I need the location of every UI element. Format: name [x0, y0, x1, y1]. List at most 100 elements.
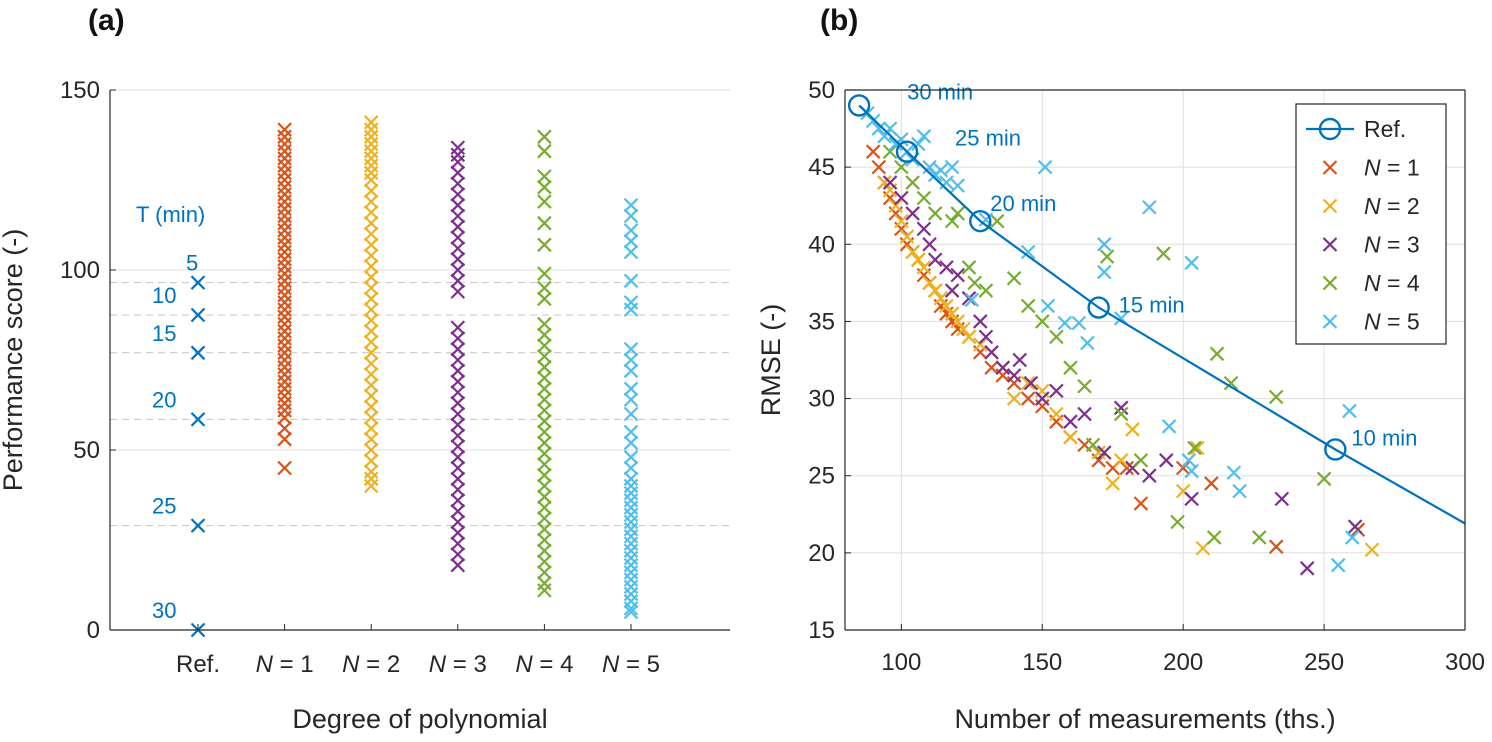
series-marker — [1012, 352, 1028, 368]
series-marker — [537, 129, 552, 145]
series-marker — [450, 493, 466, 508]
series-marker — [882, 121, 898, 136]
series-marker — [450, 449, 466, 465]
series-marker — [450, 197, 466, 213]
panel-a-y-axis-title: Performance score (-) — [0, 229, 28, 492]
series-marker — [1113, 406, 1129, 422]
series-marker — [899, 229, 915, 244]
series-marker — [537, 291, 552, 307]
series-marker — [910, 252, 926, 267]
series-marker — [450, 262, 466, 278]
series-marker — [1113, 400, 1129, 416]
panel-a-reference-labels: 5 10 15 20 25 30 — [152, 251, 198, 623]
series-marker — [1330, 557, 1346, 573]
ref-point-label: 25 — [152, 494, 176, 519]
series-marker — [363, 399, 379, 415]
series-marker — [1006, 270, 1022, 286]
series-marker — [1119, 460, 1135, 476]
series-marker — [950, 206, 966, 221]
series-marker — [1158, 453, 1174, 468]
series-marker — [623, 460, 639, 476]
series-marker — [363, 183, 379, 199]
series-marker — [1251, 530, 1267, 545]
series-marker — [978, 283, 994, 298]
series-marker — [933, 162, 949, 178]
panel-b-legend: Ref. N = 1 N = 2 N = 3 N = 4 N = 5 — [1295, 103, 1447, 345]
series-marker — [623, 341, 639, 357]
ref-point-label: 10 — [152, 283, 176, 308]
series-marker — [537, 511, 552, 526]
series-marker — [450, 514, 466, 530]
tick-label-y: 20 — [808, 540, 835, 567]
panel-b-y-axis-title: RMSE (-) — [756, 304, 786, 416]
tick-label-x: 250 — [1304, 649, 1344, 676]
series-marker — [1342, 403, 1357, 419]
panel-b-x-ticks: 100 150 200 250 300 — [881, 624, 1485, 676]
series-marker — [277, 421, 292, 436]
series-marker — [865, 144, 881, 159]
series-marker — [964, 292, 980, 308]
series-marker — [1316, 471, 1332, 487]
series-marker — [1156, 246, 1171, 261]
legend-circle-icon — [1318, 117, 1342, 141]
series-marker — [1049, 329, 1064, 345]
panel-a-label: (a) — [88, 4, 125, 37]
series-marker — [450, 406, 466, 422]
series-marker — [894, 132, 909, 147]
tick-label-y: 25 — [808, 463, 835, 490]
series-marker — [450, 176, 466, 191]
series-marker — [1105, 476, 1121, 491]
series-marker — [363, 334, 379, 350]
series-marker — [537, 467, 552, 483]
ref-line-label: 15 min — [1119, 293, 1185, 318]
series-marker — [1125, 422, 1140, 437]
series-marker — [905, 206, 920, 221]
legend-entry-label: N = 3 — [1364, 232, 1420, 258]
series-marker — [1034, 391, 1050, 406]
series-marker — [1161, 419, 1177, 434]
series-marker — [537, 359, 552, 375]
series-marker — [537, 554, 552, 569]
series-marker — [905, 244, 920, 260]
series-marker — [1096, 264, 1112, 280]
series-marker — [537, 338, 552, 353]
series-marker — [916, 129, 932, 144]
series-marker — [537, 381, 552, 397]
series-marker — [450, 525, 466, 541]
series-marker — [1096, 445, 1112, 460]
series-marker — [1268, 389, 1284, 405]
series-marker — [363, 237, 379, 253]
series-marker — [1085, 437, 1101, 453]
series-marker — [363, 388, 379, 404]
series-marker — [450, 482, 466, 497]
series-marker — [277, 431, 292, 447]
series-marker — [1049, 406, 1064, 422]
series-marker — [363, 410, 379, 425]
series-marker — [882, 144, 898, 159]
series-marker — [944, 283, 960, 298]
series-marker — [927, 252, 943, 267]
series-marker — [1063, 360, 1078, 375]
series-marker — [537, 532, 552, 548]
series-marker — [623, 273, 639, 289]
series-marker — [1071, 315, 1087, 331]
series-marker — [450, 547, 466, 562]
series-marker — [450, 273, 466, 289]
series-marker — [623, 244, 639, 260]
series-marker — [944, 213, 960, 229]
series-marker — [537, 215, 552, 231]
series-marker — [1080, 335, 1095, 351]
series-marker — [537, 237, 552, 253]
series-marker — [865, 113, 881, 129]
series-marker — [1184, 491, 1199, 507]
series-marker — [972, 337, 988, 352]
series-marker — [1034, 314, 1050, 329]
series-marker — [1268, 539, 1284, 554]
series-marker — [1189, 440, 1205, 456]
series-marker — [450, 374, 466, 389]
tick-label-y: 35 — [808, 308, 835, 335]
tick-label-y: 15 — [808, 617, 835, 644]
ref-marker — [190, 518, 206, 533]
series-marker — [1142, 199, 1157, 215]
